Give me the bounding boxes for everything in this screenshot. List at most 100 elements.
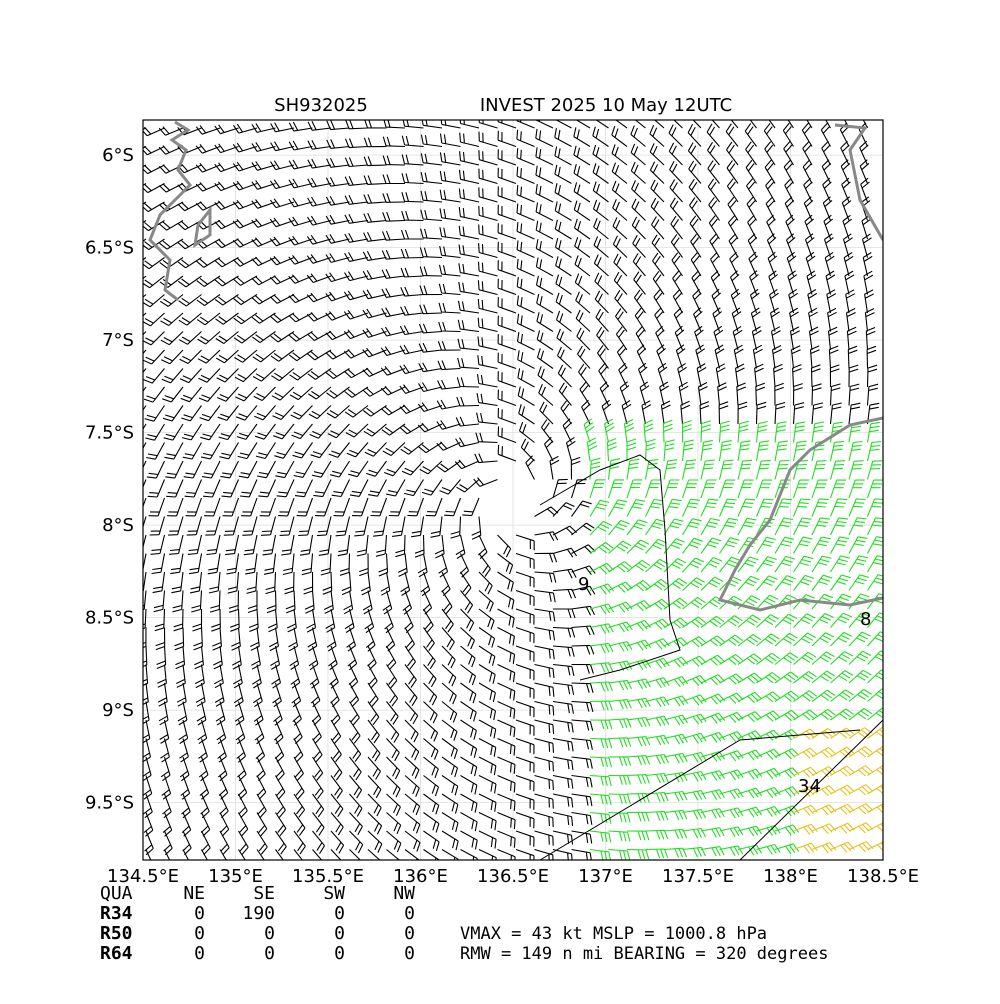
wind-barb — [252, 368, 276, 382]
wind-barb — [159, 238, 184, 250]
wind-barb — [534, 756, 554, 772]
wind-barb — [859, 140, 869, 166]
wind-barb — [401, 210, 424, 222]
wind-barb — [316, 516, 332, 537]
wind-barb — [626, 539, 650, 554]
wind-barb — [474, 453, 498, 464]
wind-barb — [478, 590, 494, 612]
wind-barb — [343, 349, 369, 359]
wind-barb — [660, 400, 671, 425]
wind-barb — [291, 682, 302, 708]
wind-barb — [756, 748, 781, 760]
wind-barb — [516, 332, 535, 351]
wind-barb — [251, 199, 276, 209]
contour — [539, 454, 681, 681]
wind-barb — [792, 498, 811, 517]
wind-barb — [663, 675, 689, 688]
wind-barb — [663, 617, 688, 629]
wind-barb — [216, 368, 239, 383]
wind-barb — [299, 534, 314, 556]
wind-barb — [706, 123, 720, 147]
wind-barb — [515, 682, 535, 699]
wind-barb — [573, 145, 591, 166]
wind-barb — [388, 497, 406, 517]
wind-barb — [327, 423, 350, 439]
wind-barb — [478, 830, 497, 849]
wind-barb — [214, 181, 239, 192]
wind-barb — [774, 440, 788, 462]
wind-barb — [289, 368, 313, 381]
wind-barb — [737, 672, 762, 684]
wind-barb — [273, 701, 283, 726]
wind-barb — [197, 349, 221, 364]
wind-barb — [848, 593, 870, 610]
wind-barb — [325, 234, 350, 244]
wind-barb — [382, 193, 406, 203]
wind-barb — [737, 806, 763, 818]
wind-barb — [655, 325, 665, 351]
wind-barb — [143, 590, 147, 611]
wind-barb — [811, 708, 836, 721]
wind-barb — [608, 499, 628, 517]
wind-barb — [571, 793, 593, 807]
wind-barb — [161, 775, 172, 800]
wind-barb — [143, 405, 147, 412]
wind-barb — [367, 849, 381, 860]
wind-barb — [199, 775, 210, 800]
wind-barb — [404, 793, 421, 816]
wind-barb — [399, 384, 424, 394]
wind-barb — [307, 215, 332, 226]
wind-barb — [256, 830, 268, 855]
wind-barb — [478, 608, 495, 630]
wind-barb — [251, 237, 276, 248]
wind-barb — [690, 233, 702, 258]
wind-barb — [458, 188, 480, 203]
wind-barb — [823, 214, 834, 240]
wind-barb — [682, 498, 700, 517]
wind-barb — [476, 393, 498, 407]
wind-barb — [166, 479, 184, 498]
wind-barb — [668, 124, 683, 147]
wind-barb — [848, 765, 873, 777]
wind-barb — [330, 738, 342, 763]
wind-barb — [238, 812, 249, 837]
wind-barb — [325, 311, 350, 321]
wind-barb — [744, 123, 757, 147]
wind-barb — [497, 204, 517, 222]
wind-barb — [325, 253, 350, 263]
wind-barb — [235, 386, 258, 402]
wind-barb — [737, 768, 763, 780]
wind-barb — [696, 363, 707, 388]
wind-barb — [792, 440, 807, 462]
wind-barb — [651, 234, 665, 258]
wind-barb — [608, 540, 632, 554]
wind-barb — [571, 605, 595, 616]
wind-barb — [571, 663, 594, 674]
wind-barb — [700, 420, 711, 443]
wind-barb — [756, 633, 780, 647]
wind-barb — [859, 159, 870, 184]
wind-barb — [311, 460, 332, 478]
wind-barb — [793, 555, 814, 573]
wind-barb — [608, 848, 631, 860]
wind-barb — [404, 479, 424, 497]
wind-barb — [848, 612, 871, 628]
y-tick-label: 9°S — [102, 700, 134, 721]
wind-barb — [196, 257, 221, 268]
wind-barb — [593, 254, 609, 277]
wind-barb — [825, 120, 831, 129]
x-tick-label: 134.5°E — [107, 866, 179, 887]
wind-barb — [608, 581, 633, 593]
table-cell: 0 — [264, 943, 275, 964]
wind-barb — [756, 536, 776, 554]
wind-barb — [273, 719, 284, 745]
wind-barb — [404, 775, 420, 797]
wind-barb — [700, 615, 725, 628]
wind-barb — [149, 516, 166, 536]
wind-barb — [534, 719, 555, 735]
wind-barb — [823, 233, 834, 258]
wind-barb — [458, 263, 480, 277]
wind-barb — [251, 142, 276, 152]
wind-barb — [158, 183, 184, 193]
wind-barb — [383, 120, 406, 129]
